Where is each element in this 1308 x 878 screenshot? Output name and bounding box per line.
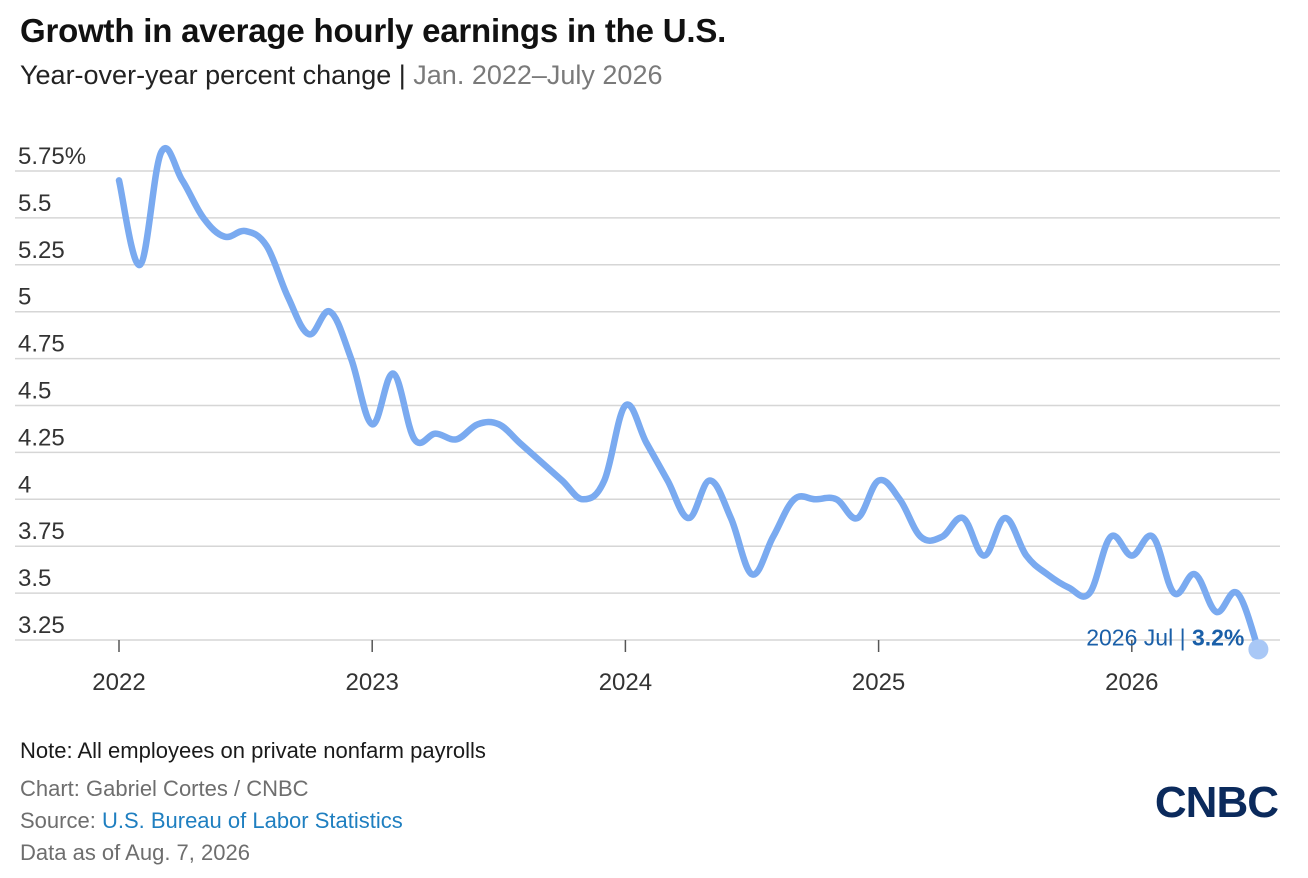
annotation-value: 3.2% <box>1192 624 1244 650</box>
subtitle-main: Year-over-year percent change <box>20 60 392 90</box>
subtitle-separator: | <box>398 60 406 90</box>
annotation-separator: | <box>1180 624 1192 650</box>
chart-source: Source: U.S. Bureau of Labor Statistics <box>20 808 403 834</box>
chart-subtitle: Year-over-year percent change | Jan. 202… <box>20 60 662 91</box>
y-tick-label: 3.5 <box>18 565 51 592</box>
chart-note: Note: All employees on private nonfarm p… <box>20 738 486 763</box>
endpoint-annotation: 2026 Jul | 3.2% <box>1086 624 1244 650</box>
source-link[interactable]: U.S. Bureau of Labor Statistics <box>101 808 403 833</box>
y-tick-label: 5.25 <box>18 237 65 264</box>
endpoint-marker <box>1248 639 1269 660</box>
y-tick-label: 4.75 <box>18 331 65 358</box>
y-tick-label: 3.75 <box>18 518 65 545</box>
y-tick-label: 4.25 <box>18 424 65 451</box>
y-tick-label: 4 <box>18 471 31 498</box>
y-tick-label: 5 <box>18 284 31 311</box>
y-tick-label: 5.5 <box>18 190 51 217</box>
source-label: Source: <box>20 808 102 833</box>
annotation-date: 2026 Jul <box>1086 624 1179 650</box>
data-as-of: Data as of Aug. 7, 2026 <box>20 840 250 865</box>
y-tick-label: 3.25 <box>18 612 65 639</box>
x-tick-label: 2023 <box>346 669 399 696</box>
x-tick-label: 2025 <box>852 669 905 696</box>
x-tick-label: 2024 <box>599 669 652 696</box>
series-line <box>115 145 1262 653</box>
chart-title: Growth in average hourly earnings in the… <box>20 12 727 49</box>
x-tick-label: 2022 <box>92 669 145 696</box>
subtitle-range: Jan. 2022–July 2026 <box>413 60 663 90</box>
cnbc-logo: CNBC <box>1154 778 1279 827</box>
chart-credit: Chart: Gabriel Cortes / CNBC <box>20 776 309 801</box>
x-tick-label: 2026 <box>1105 669 1158 696</box>
y-tick-label: 5.75% <box>18 143 86 170</box>
y-tick-label: 4.5 <box>18 378 51 405</box>
